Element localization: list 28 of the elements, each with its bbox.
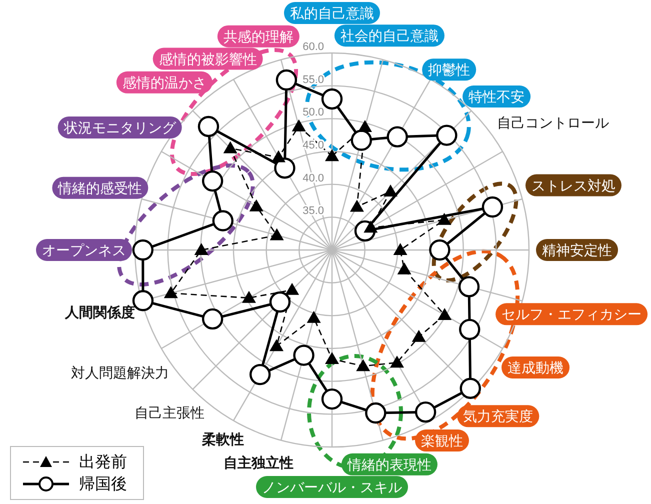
spoke-label: 抑鬱性 <box>428 62 470 78</box>
legend-label: 帰国後 <box>79 474 127 494</box>
spoke-label: 感情的温かさ <box>122 74 206 90</box>
spoke-label: 共感的理解 <box>223 28 294 44</box>
spoke-label: 情緒的感受性 <box>57 180 142 196</box>
spoke-label: 楽観性 <box>421 432 463 449</box>
spoke-label: ノンバーバル・スキル <box>262 479 402 495</box>
spoke-label: 対人問題解決力 <box>70 364 169 380</box>
spoke-label: 社会的自己意識 <box>340 28 438 44</box>
spoke-label: 自主独立性 <box>224 454 294 471</box>
spoke-label: 精神安定性 <box>542 242 612 258</box>
spoke-label: 気力充実度 <box>463 408 534 424</box>
y-tick-label: 60.0 <box>302 41 324 53</box>
spoke-label: 特性不安 <box>468 88 525 105</box>
spoke-label: 状況モニタリング <box>62 120 177 136</box>
spoke-label: 自己コントロール <box>496 114 609 130</box>
spoke-label: オープンネス <box>42 242 126 258</box>
legend-label: 出発前 <box>79 452 127 472</box>
spoke-label: 自己主張性 <box>134 404 204 421</box>
spoke-label: 柔軟性 <box>201 430 244 447</box>
spoke-label: 私的自己意識 <box>290 5 374 21</box>
spoke-label: 情緒的表現性 <box>346 456 432 472</box>
spoke-label: セルフ・エフィカシー <box>502 306 642 322</box>
spoke-label: 人間関係度 <box>64 304 136 320</box>
y-tick-label: 55.0 <box>302 74 324 86</box>
spoke-label: ストレス対処 <box>531 177 616 194</box>
spoke-label: 感情的被影響性 <box>158 50 257 67</box>
spoke-label: 達成動機 <box>508 360 564 376</box>
